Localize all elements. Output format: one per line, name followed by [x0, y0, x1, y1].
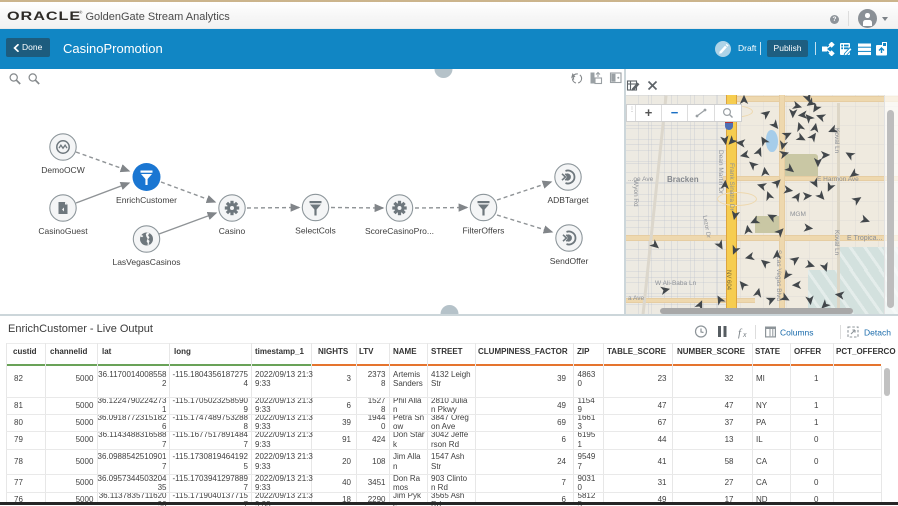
- svg-text:Detach: Detach: [864, 328, 891, 338]
- svg-text:f: f: [738, 327, 743, 339]
- svg-text:Casino: Casino: [219, 226, 246, 236]
- svg-text:DemoOCW: DemoOCW: [41, 165, 84, 175]
- svg-text:FilterOffers: FilterOffers: [463, 226, 505, 236]
- svg-text:SendOffer: SendOffer: [550, 256, 589, 266]
- svg-text:EnrichCustomer: EnrichCustomer: [116, 195, 177, 205]
- svg-text:ADBTarget: ADBTarget: [547, 195, 589, 205]
- svg-text:SelectCols: SelectCols: [295, 226, 336, 236]
- svg-text:x: x: [742, 332, 747, 339]
- svg-text:CasinoGuest: CasinoGuest: [38, 226, 88, 236]
- svg-text:ScoreCasinoPro...: ScoreCasinoPro...: [365, 226, 434, 236]
- svg-text:Columns: Columns: [780, 328, 814, 338]
- svg-text:LasVegasCasinos: LasVegasCasinos: [112, 257, 180, 267]
